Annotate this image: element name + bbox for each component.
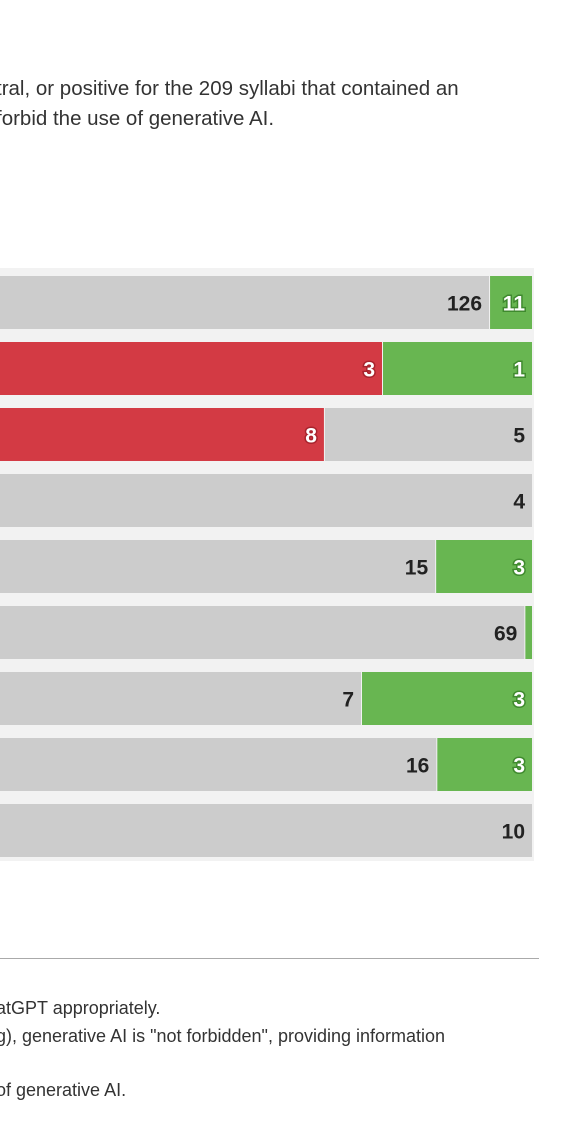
data-label: 3 — [513, 755, 525, 778]
note-line-2: g), generative AI is "not forbidden", pr… — [0, 1026, 446, 1046]
note-line-3: of generative AI. — [0, 1080, 127, 1100]
subtitle-line-1: tral, or positive for the 209 syllabi th… — [0, 77, 459, 100]
data-label: 16 — [406, 755, 429, 778]
subtitle-line-2: forbid the use of generative AI. — [0, 107, 275, 130]
bar-segment-positive — [362, 672, 532, 725]
bar-row: 15 3 — [0, 540, 532, 593]
bar-segment-positive — [436, 540, 532, 593]
bar-row: 16 3 — [0, 738, 532, 791]
bar-row: 10 — [0, 804, 532, 857]
data-label: 126 — [447, 293, 482, 316]
data-label: 3 — [363, 359, 375, 382]
bar-segment-negative — [0, 408, 324, 461]
bar-row: 4 — [0, 474, 532, 527]
bar-row: 69 — [0, 606, 532, 659]
bar-segment-neutral — [324, 408, 532, 461]
data-label: 3 — [513, 689, 525, 712]
bar-row: 126 11 — [0, 276, 532, 329]
bar-segment-positive — [490, 276, 532, 329]
note-line-1: atGPT appropriately. — [0, 998, 161, 1018]
data-label: 5 — [513, 425, 525, 448]
data-label: 7 — [342, 689, 354, 712]
data-label: 3 — [513, 557, 525, 580]
data-label: 11 — [503, 293, 526, 316]
bar-segment-neutral — [0, 540, 436, 593]
chart-subtitle: tral, or positive for the 209 syllabi th… — [0, 74, 566, 134]
bar-segment-neutral — [0, 474, 532, 527]
data-label: 69 — [494, 623, 517, 646]
bar-segment-negative — [0, 342, 382, 395]
bar-segment-positive — [437, 738, 532, 791]
bar-segment-neutral — [0, 804, 532, 857]
notes-divider — [0, 958, 539, 959]
bar-segment-neutral — [0, 276, 490, 329]
bar-segment-positive — [525, 606, 532, 659]
bar-segment-neutral — [0, 738, 437, 791]
data-label: 10 — [502, 821, 525, 844]
data-label: 4 — [513, 491, 525, 514]
data-label: 15 — [405, 557, 429, 580]
data-label: 8 — [305, 425, 317, 448]
bar-segment-neutral — [0, 672, 361, 725]
bar-segment-positive — [383, 342, 532, 395]
data-label: 1 — [513, 359, 525, 382]
bar-segment-neutral — [0, 606, 525, 659]
